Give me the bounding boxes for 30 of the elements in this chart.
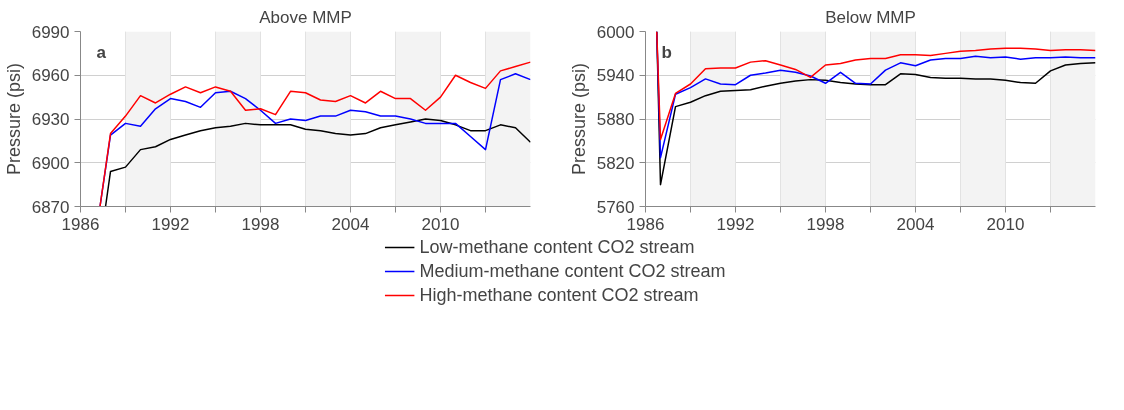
y-tick-label: 5880 — [596, 110, 635, 129]
line-series — [104, 118, 531, 207]
chart-title: Above MMP — [259, 7, 352, 27]
x-tick-label: 2010 — [986, 214, 1025, 234]
x-tick-label: 1986 — [61, 214, 100, 234]
legend-label: Medium-methane content CO2 stream — [419, 260, 726, 282]
y-axis-title: Pressure (psi) — [3, 62, 24, 176]
legend-label: High-methane content CO2 stream — [419, 284, 699, 306]
x-tick-label: 2004 — [331, 214, 370, 234]
y-tick-label: 6930 — [31, 110, 70, 129]
annotation: b — [661, 42, 672, 62]
y-tick-label: 6990 — [31, 22, 70, 42]
y-tick-label: 6870 — [31, 197, 70, 217]
y-tick-label: 6960 — [31, 66, 70, 86]
x-tick-label: 2004 — [896, 214, 935, 234]
x-tick-label: 1992 — [716, 214, 755, 234]
y-axis-title: Pressure (psi) — [568, 62, 589, 176]
x-tick-label: 1992 — [151, 214, 190, 234]
y-tick-label: 5760 — [596, 197, 635, 217]
legend-label: Low-methane content CO2 stream — [419, 236, 695, 258]
x-tick-label: 1998 — [806, 214, 845, 234]
y-tick-label: 5940 — [596, 66, 635, 86]
y-tick-label: 6900 — [31, 153, 70, 173]
y-tick-label: 5820 — [596, 153, 635, 173]
annotation: a — [96, 42, 107, 62]
x-tick-label: 1998 — [241, 214, 280, 234]
x-tick-label: 1986 — [626, 214, 665, 234]
chart-title: Below MMP — [825, 7, 916, 27]
x-tick-label: 2010 — [421, 214, 460, 234]
y-tick-label: 6000 — [596, 22, 635, 42]
